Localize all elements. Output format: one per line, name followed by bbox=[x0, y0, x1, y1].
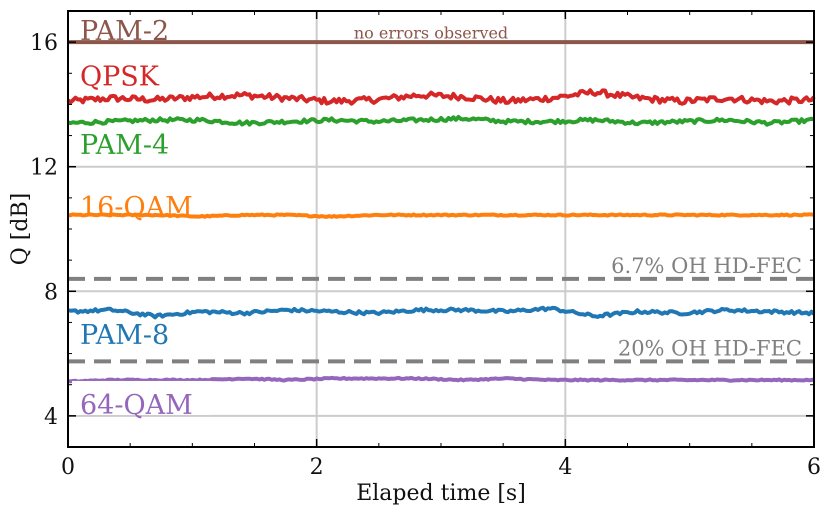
y-tick-label: 8 bbox=[44, 280, 58, 305]
series-label: 16-QAM bbox=[80, 192, 193, 223]
series-label: QPSK bbox=[80, 61, 160, 92]
x-tick-label: 4 bbox=[558, 455, 572, 480]
y-tick-label: 4 bbox=[44, 405, 58, 430]
series-line-pam-4 bbox=[67, 114, 815, 127]
x-axis-label: Elaped time [s] bbox=[356, 481, 526, 506]
series-label-background bbox=[72, 380, 212, 415]
series-label: PAM-2 bbox=[80, 16, 169, 47]
annotation-text: no errors observed bbox=[354, 23, 508, 42]
y-tick-label: 16 bbox=[30, 31, 58, 56]
series-label: PAM-8 bbox=[80, 320, 169, 351]
tick-layer: 0 2 4 6 4 8 12 16 bbox=[30, 11, 821, 480]
series-line-64-qam bbox=[68, 375, 815, 384]
series-layer bbox=[66, 40, 816, 384]
y-axis-label: Q [dB] bbox=[8, 193, 33, 265]
fec-threshold-label: 20% OH HD-FEC bbox=[618, 336, 802, 360]
series-line-qpsk bbox=[66, 88, 816, 106]
y-tick-label: 12 bbox=[30, 156, 58, 181]
label-layer: PAM-2 QPSK PAM-4 16-QAM PAM-8 64-QAM no errors… bbox=[72, 16, 508, 421]
fec-threshold-label: 6.7% OH HD-FEC bbox=[611, 254, 802, 278]
threshold-layer: 6.7% OH HD-FEC 20% OH HD-FEC bbox=[68, 254, 814, 364]
x-tick-label: 2 bbox=[310, 455, 324, 480]
x-tick-label: 6 bbox=[807, 455, 821, 480]
series-line-16-qam bbox=[68, 212, 815, 219]
series-line-pam-8 bbox=[67, 305, 816, 320]
x-tick-label: 0 bbox=[61, 455, 75, 480]
series-label: PAM-4 bbox=[80, 130, 169, 161]
series-label: 64-QAM bbox=[80, 390, 193, 421]
